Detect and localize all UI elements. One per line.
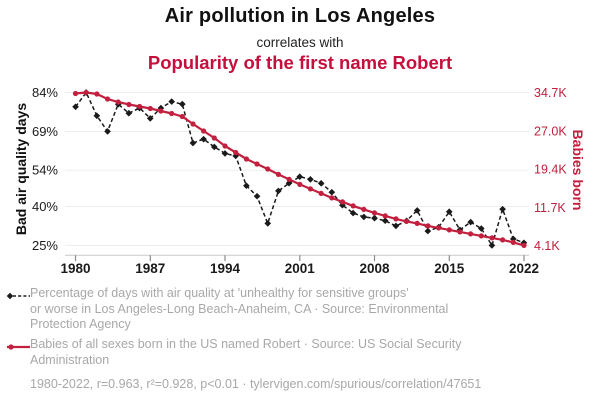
svg-text:4.1K: 4.1K: [534, 239, 560, 253]
svg-text:25%: 25%: [32, 238, 58, 253]
legend-item-robert: Babies of all sexes born in the US named…: [6, 337, 566, 368]
svg-text:40%: 40%: [32, 199, 58, 214]
correlates-with-subtitle: correlates with: [256, 35, 344, 50]
legend-text-air-quality: Percentage of days with air quality at '…: [30, 286, 449, 331]
svg-text:2001: 2001: [285, 261, 316, 276]
svg-text:69%: 69%: [32, 124, 58, 139]
svg-text:27.0K: 27.0K: [534, 125, 567, 139]
svg-text:1987: 1987: [135, 261, 165, 276]
svg-text:19.4K: 19.4K: [534, 163, 567, 177]
right-axis-title: Babies born: [570, 129, 586, 211]
legend-item-air-quality: Percentage of days with air quality at '…: [6, 286, 566, 333]
svg-text:84%: 84%: [32, 85, 58, 100]
svg-text:2008: 2008: [359, 261, 390, 276]
svg-text:34.7K: 34.7K: [534, 86, 567, 100]
svg-text:1994: 1994: [210, 261, 241, 276]
correlation-title: Popularity of the first name Robert: [147, 52, 453, 73]
svg-text:1980: 1980: [60, 261, 90, 276]
svg-text:2022: 2022: [509, 261, 539, 276]
solid-dot-line-icon: [7, 344, 30, 350]
svg-text:54%: 54%: [32, 163, 58, 178]
dashed-diamond-line-icon: [6, 292, 30, 300]
footer-stats: 1980-2022, r=0.963, r²=0.928, p<0.01 · t…: [30, 377, 482, 391]
left-axis-title: Bad air quality days: [13, 102, 29, 236]
page-title: Air pollution in Los Angeles: [164, 5, 436, 27]
svg-text:2015: 2015: [434, 261, 465, 276]
legend-text-robert: Babies of all sexes born in the US named…: [30, 337, 462, 367]
svg-text:11.7K: 11.7K: [534, 201, 566, 215]
